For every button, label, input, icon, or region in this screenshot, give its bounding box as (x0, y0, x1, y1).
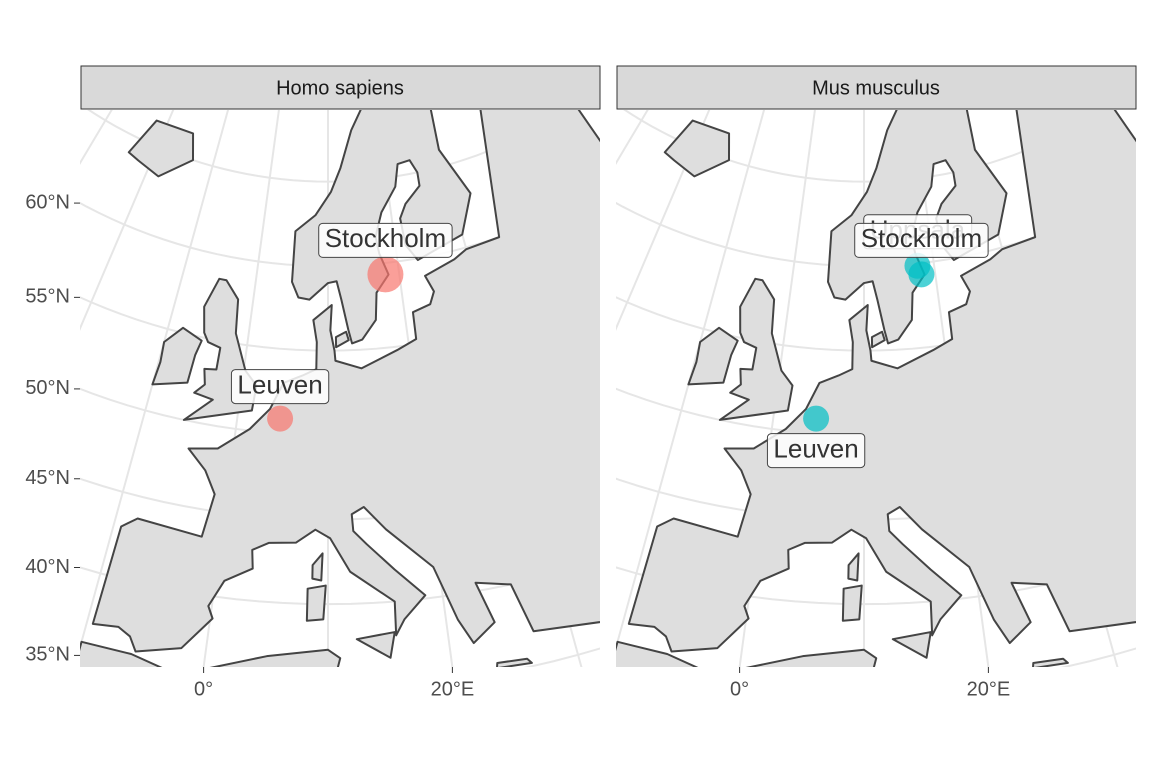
y-tick-label: 60°N (25, 191, 70, 213)
y-tick-label: 55°N (25, 286, 70, 308)
graticule (80, 110, 175, 331)
x-tick-label: 0° (730, 678, 749, 700)
land (847, 552, 860, 582)
graticule (80, 110, 230, 652)
land (355, 631, 396, 659)
graticule (616, 110, 766, 652)
land (80, 640, 342, 667)
land (311, 552, 324, 582)
y-tick-label: 40°N (25, 556, 70, 578)
label-box (318, 222, 453, 258)
land (496, 657, 533, 667)
site-label: Stockholm (318, 222, 453, 258)
land (1032, 657, 1069, 667)
land (663, 119, 731, 178)
x-tick-label: 20°E (431, 678, 475, 700)
land (627, 110, 1136, 653)
graticule (738, 110, 816, 667)
y-tick-label: 50°N (25, 377, 70, 399)
site-point (908, 261, 935, 288)
label-box (854, 222, 989, 258)
overlay: Homo sapiens Stockholm Leuven 0° 20°E Mus mus… (25, 65, 1137, 700)
graticule (202, 110, 280, 667)
land (827, 110, 1008, 345)
panel (616, 0, 1136, 667)
facet-strip (616, 65, 1137, 110)
land (305, 584, 327, 622)
land (291, 110, 472, 345)
land (718, 277, 794, 421)
label-text: Leuven (773, 433, 858, 463)
graticule (699, 0, 1030, 13)
site-point (803, 405, 830, 432)
x-tick-label: 20°E (967, 678, 1011, 700)
site-label: Leuven (230, 369, 330, 405)
x-tick-label: 0° (194, 678, 213, 700)
site-label: Leuven (766, 433, 866, 469)
land (616, 640, 878, 667)
label-text: Stockholm (861, 223, 982, 253)
site-label: Stockholm (854, 222, 989, 258)
label-box (230, 369, 330, 405)
land (891, 631, 932, 659)
land (151, 326, 203, 386)
label-text: Stockholm (325, 223, 446, 253)
facet-title: Homo sapiens (276, 77, 404, 99)
facet-title: Mus musculus (812, 77, 940, 99)
land (127, 119, 195, 178)
land (870, 330, 886, 349)
graticule (163, 0, 494, 13)
land (334, 330, 350, 349)
graticule (616, 110, 711, 331)
site-point (267, 405, 294, 432)
land (841, 584, 863, 622)
land (687, 326, 739, 386)
label-text: Leuven (237, 369, 322, 399)
y-tick-label: 45°N (25, 467, 70, 489)
facet-strip (80, 65, 601, 110)
label-box (766, 433, 866, 469)
site-point (367, 256, 404, 293)
y-tick-label: 35°N (25, 644, 70, 666)
